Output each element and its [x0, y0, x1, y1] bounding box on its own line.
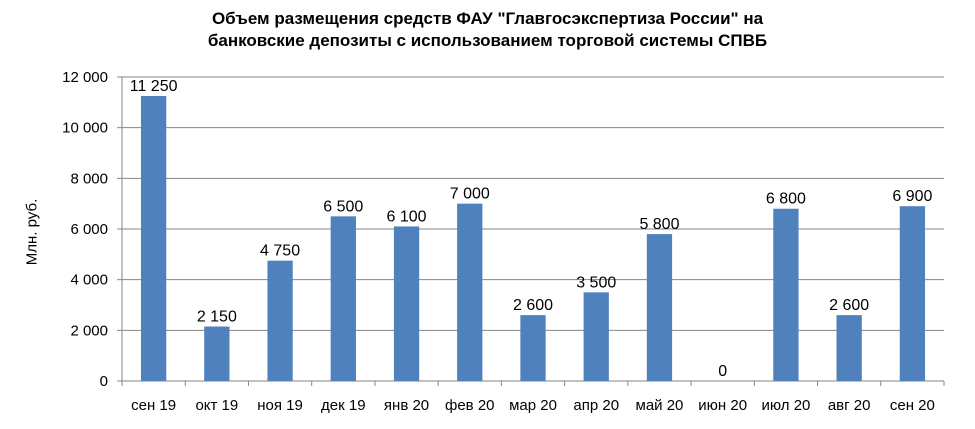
bar: [393, 226, 420, 381]
x-tick-label: сен 20: [890, 397, 935, 414]
y-tick-label: 0: [100, 373, 108, 390]
bar: [646, 234, 673, 381]
bar: [773, 208, 799, 381]
x-tick-label: сен 19: [131, 397, 176, 414]
y-tick-label: 10 000: [62, 120, 108, 137]
y-tick-label: 8 000: [70, 170, 108, 187]
data-label: 0: [718, 363, 727, 380]
data-label: 6 800: [766, 191, 806, 208]
x-tick-label: июн 20: [698, 397, 747, 414]
x-tick-label: май 20: [636, 397, 684, 414]
data-label: 4 750: [260, 243, 300, 260]
x-tick-label: янв 20: [384, 397, 429, 414]
data-label: 11 250: [130, 78, 178, 95]
bar: [267, 260, 293, 381]
y-tick-label: 6 000: [70, 221, 108, 238]
x-tick-label: дек 19: [321, 397, 366, 414]
bar: [520, 315, 546, 381]
bar: [457, 203, 483, 381]
data-label: 2 600: [513, 297, 553, 314]
x-tick-label: апр 20: [573, 397, 619, 414]
data-label: 7 000: [450, 186, 490, 203]
y-tick-label: 4 000: [70, 272, 108, 289]
data-label: 5 800: [639, 216, 679, 233]
bar: [583, 292, 609, 381]
bar: [330, 216, 356, 381]
x-tick-label: мар 20: [509, 397, 557, 414]
x-tick-label: ноя 19: [257, 397, 303, 414]
chart-title: Объем размещения средств ФАУ "Главгосэкс…: [0, 8, 975, 52]
data-label: 6 100: [387, 208, 427, 225]
data-label: 6 900: [892, 188, 932, 205]
chart-title-line-1: Объем размещения средств ФАУ "Главгосэкс…: [211, 9, 764, 28]
bar: [836, 315, 862, 381]
x-tick-label: июл 20: [761, 397, 810, 414]
data-label: 2 150: [197, 309, 237, 326]
y-tick-label: 2 000: [70, 322, 108, 339]
bar: [204, 326, 230, 381]
y-tick-label: 12 000: [62, 69, 108, 86]
data-label: 6 500: [323, 198, 363, 215]
x-tick-label: фев 20: [445, 397, 495, 414]
chart-title-line-2: банковские депозиты с использованием тор…: [207, 31, 768, 50]
x-tick-label: авг 20: [828, 397, 871, 414]
bar: [899, 206, 926, 381]
bar: [140, 96, 167, 381]
x-tick-label: окт 19: [195, 397, 238, 414]
data-label: 2 600: [829, 297, 869, 314]
data-label: 3 500: [576, 274, 616, 291]
